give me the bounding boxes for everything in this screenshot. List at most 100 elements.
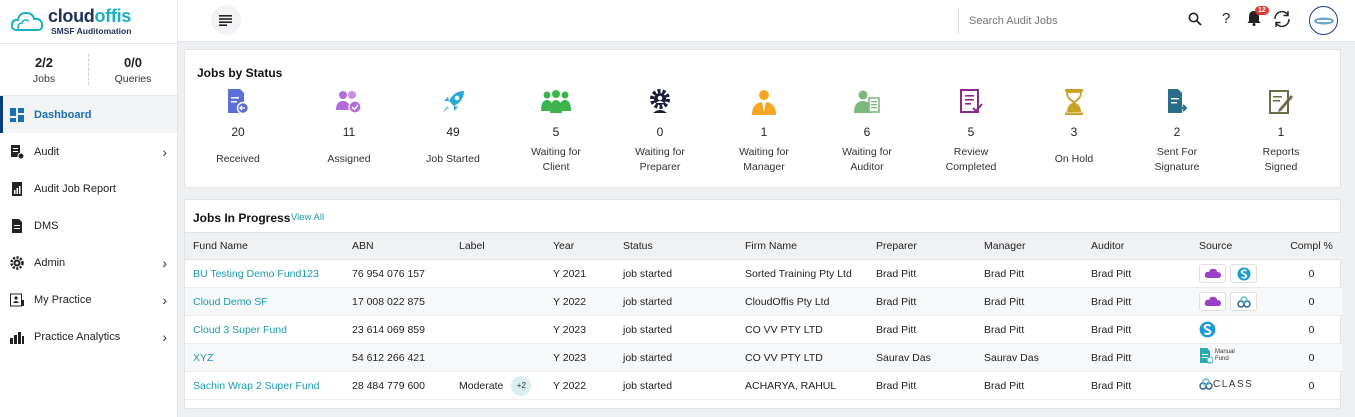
- label-cell: [451, 343, 545, 372]
- brand-name-1: cloud: [48, 6, 95, 27]
- notifications-button[interactable]: 12: [1247, 6, 1269, 29]
- col-preparer[interactable]: Preparer: [868, 232, 976, 260]
- fund-name-link[interactable]: BU Testing Demo Fund123: [185, 259, 344, 288]
- status-label: Assigned: [327, 153, 371, 166]
- status-count: 5: [967, 125, 975, 139]
- report-icon: [9, 181, 25, 197]
- auditor-cell: Brad Pitt: [1083, 259, 1191, 288]
- col-auditor[interactable]: Auditor: [1083, 232, 1191, 260]
- status-job-started[interactable]: 49 Job Started: [403, 88, 503, 174]
- help-icon[interactable]: ?: [1222, 10, 1231, 27]
- table-row[interactable]: Sachin Wrap 2 Super Fund 28 484 779 600 …: [185, 371, 1342, 400]
- status-count: 6: [863, 125, 871, 139]
- compl-cell: 0: [1281, 315, 1342, 344]
- menu-toggle-button[interactable]: [211, 5, 241, 35]
- firm-cell: CO VV PTY LTD: [737, 315, 868, 344]
- sidebar-item-audit[interactable]: Audit ›: [0, 133, 177, 170]
- fund-name-link[interactable]: Cloud Demo SF: [185, 287, 344, 316]
- status-count: 1: [760, 125, 768, 139]
- col-manager[interactable]: Manager: [976, 232, 1083, 260]
- label-cell: [451, 315, 545, 344]
- status-reports-signed[interactable]: 1 Reports Signed: [1231, 88, 1331, 174]
- signed-report-icon: [1231, 88, 1331, 116]
- status-count: 0: [656, 125, 664, 139]
- sidebar-item-audit-job-report[interactable]: Audit Job Report: [0, 170, 177, 207]
- sidebar-item-my-practice[interactable]: My Practice ›: [0, 281, 177, 318]
- manager-icon: [714, 88, 814, 116]
- table-row[interactable]: XYZ 54 612 266 421 Y 2023 job started CO…: [185, 343, 1342, 372]
- table-row[interactable]: Cloud 3 Super Fund 23 614 069 859 Y 2023…: [185, 315, 1342, 344]
- firm-cell: CO VV PTY LTD: [737, 343, 868, 372]
- practice-icon: [9, 292, 25, 308]
- sidebar-item-practice-analytics[interactable]: Practice Analytics ›: [0, 318, 177, 355]
- sidebar-item-label: Practice Analytics: [34, 330, 121, 343]
- chevron-right-icon: ›: [162, 255, 167, 271]
- col-year[interactable]: Year: [545, 232, 615, 260]
- manager-cell: Brad Pitt: [976, 371, 1083, 400]
- class-source-logo: CLASS: [1199, 378, 1253, 390]
- search-icon[interactable]: [1188, 12, 1202, 29]
- preparer-cell: Brad Pitt: [868, 259, 976, 288]
- received-icon: [188, 88, 288, 116]
- col-abn[interactable]: ABN: [344, 232, 451, 260]
- jobs-in-progress-title: Jobs In Progress: [193, 211, 291, 225]
- col-status[interactable]: Status: [615, 232, 737, 260]
- status-waiting-manager[interactable]: 1 Waiting for Manager: [714, 88, 814, 174]
- status-waiting-preparer[interactable]: 0 Waiting for Preparer: [610, 88, 710, 174]
- source-cell: [1191, 259, 1281, 288]
- brand-logo[interactable]: cloudoffis SMSF Auditomation: [0, 0, 177, 44]
- status-label: On Hold: [1054, 153, 1094, 166]
- avatar[interactable]: [1309, 6, 1338, 35]
- sidebar-item-dashboard[interactable]: Dashboard: [0, 96, 177, 133]
- s-logo-source-icon: [1230, 264, 1257, 283]
- status-label: Review Completed: [945, 146, 997, 173]
- status-count: 20: [231, 125, 245, 139]
- col-source[interactable]: Source: [1191, 232, 1281, 260]
- jobs-count[interactable]: 2/2 Jobs: [0, 44, 88, 95]
- label-cell: [451, 259, 545, 288]
- compl-cell: 0: [1281, 287, 1342, 316]
- search-box: [958, 8, 1202, 34]
- cloud-logo-icon: [10, 11, 44, 31]
- preparer-cell: Saurav Das: [868, 343, 976, 372]
- fund-name-link[interactable]: XYZ: [185, 343, 344, 372]
- year-cell: Y 2021: [545, 259, 615, 288]
- status-assigned[interactable]: 11 Assigned: [299, 88, 399, 174]
- sidebar-item-label: Dashboard: [34, 108, 92, 121]
- year-cell: Y 2022: [545, 371, 615, 400]
- view-all-link[interactable]: View All: [291, 212, 325, 223]
- queries-count[interactable]: 0/0 Queries: [89, 44, 177, 95]
- status-count: 5: [552, 125, 560, 139]
- fund-name-link[interactable]: Cloud 3 Super Fund: [185, 315, 344, 344]
- auditor-cell: Brad Pitt: [1083, 343, 1191, 372]
- summary-counts: 2/2 Jobs 0/0 Queries: [0, 44, 177, 96]
- source-cell: CLASS: [1191, 371, 1281, 400]
- col-firm-name[interactable]: Firm Name: [737, 232, 868, 260]
- search-input[interactable]: [959, 15, 1159, 27]
- table-row[interactable]: Cloud Demo SF 17 008 022 875 Y 2022 job …: [185, 287, 1342, 316]
- status-label: Waiting for Manager: [739, 146, 789, 173]
- sync-icon[interactable]: [1271, 8, 1293, 33]
- status-count: 2: [1173, 125, 1181, 139]
- col-label[interactable]: Label: [451, 232, 545, 260]
- col-compl[interactable]: Compl %: [1281, 232, 1342, 260]
- status-on-hold[interactable]: 3 On Hold: [1024, 88, 1124, 174]
- status-waiting-client[interactable]: 5 Waiting for Client: [506, 88, 606, 174]
- status-sent-for-signature[interactable]: 2 Sent For Signature: [1127, 88, 1227, 174]
- table-header: Fund Name ABN Label Year Status Firm Nam…: [185, 232, 1342, 260]
- status-label: Waiting for Client: [531, 146, 581, 173]
- divider: [88, 54, 89, 85]
- status-waiting-auditor[interactable]: 6 Waiting for Auditor: [817, 88, 917, 174]
- table-row[interactable]: BU Testing Demo Fund123 76 954 076 157 Y…: [185, 259, 1342, 288]
- more-labels-badge[interactable]: +2: [511, 375, 532, 396]
- sidebar-item-dms[interactable]: DMS: [0, 207, 177, 244]
- status-review-completed[interactable]: 5 Review Completed: [921, 88, 1021, 174]
- sidebar-item-admin[interactable]: Admin ›: [0, 244, 177, 281]
- manual-fund-source: Manual Fund: [1199, 348, 1235, 364]
- sidebar-item-label: DMS: [34, 219, 59, 232]
- fund-name-link[interactable]: Sachin Wrap 2 Super Fund: [185, 371, 344, 400]
- label-text: Moderate: [459, 379, 504, 392]
- col-fund-name[interactable]: Fund Name: [185, 232, 344, 260]
- status-received[interactable]: 20 Received: [188, 88, 288, 174]
- sidebar-item-label: My Practice: [34, 293, 92, 306]
